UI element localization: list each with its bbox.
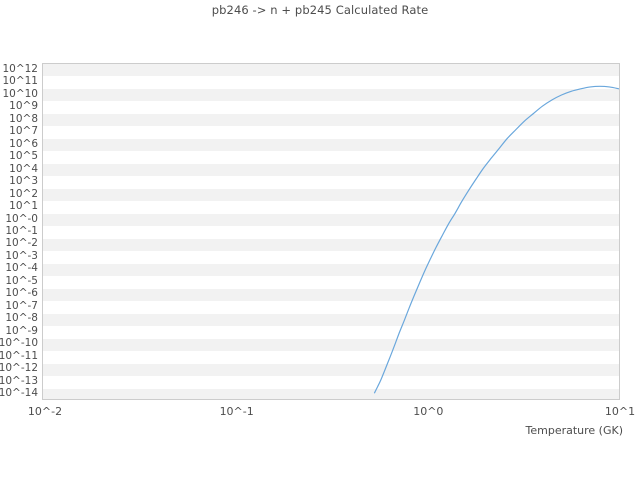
rate-curve-svg xyxy=(373,85,619,394)
y-tick-label: 10^2 xyxy=(9,187,38,200)
y-tick-label: 10^-5 xyxy=(5,274,38,287)
grid-band xyxy=(43,64,619,77)
plot-area xyxy=(42,63,620,400)
grid-band xyxy=(43,113,619,127)
grid-band xyxy=(43,263,619,277)
y-tick-label: 10^-3 xyxy=(5,249,38,262)
y-tick-label: 10^-0 xyxy=(5,212,38,225)
y-tick-label: 10^12 xyxy=(2,62,38,75)
chart-title: pb246 -> n + pb245 Calculated Rate xyxy=(211,3,429,17)
y-tick-label: 10^-13 xyxy=(0,374,38,387)
grid-band xyxy=(43,213,619,227)
y-tick-label: 10^-8 xyxy=(5,312,38,325)
y-tick-label: 10^-2 xyxy=(5,237,38,250)
x-tick-label: 10^-1 xyxy=(219,405,254,418)
y-tick-label: 10^-7 xyxy=(5,299,38,312)
grid-band xyxy=(43,188,619,202)
y-tick-label: 10^-1 xyxy=(5,225,38,237)
y-tick-label: 10^-9 xyxy=(5,324,38,337)
x-tick-label: 10^1 xyxy=(604,405,636,418)
y-tick-label: 10^9 xyxy=(9,100,38,113)
y-tick-label: 10^6 xyxy=(9,137,38,150)
gridline-bands xyxy=(43,64,619,399)
y-tick-label: 10^8 xyxy=(9,112,38,125)
x-tick-label: 10^-2 xyxy=(27,405,63,418)
y-tick-label: 10^-6 xyxy=(5,287,38,300)
grid-band xyxy=(43,313,619,327)
grid-band xyxy=(43,238,619,252)
rate-curve-line xyxy=(373,85,619,394)
y-tick-label: 10^3 xyxy=(9,175,38,188)
x-axis-title: Temperature (GK) xyxy=(525,424,624,437)
y-axis-tick-labels: 10^12 10^11 10^10 10^9 10^8 10^7 10^6 10^5 10^4 1… xyxy=(0,0,42,480)
grid-band xyxy=(43,288,619,302)
y-tick-label: 10^1 xyxy=(9,200,38,213)
grid-band xyxy=(43,363,619,377)
grid-band xyxy=(43,88,619,102)
grid-band xyxy=(43,138,619,152)
y-tick-label: 10^-11 xyxy=(0,349,38,362)
y-tick-label: 10^10 xyxy=(2,87,38,100)
grid-band xyxy=(43,338,619,352)
y-tick-label: 10^-10 xyxy=(0,337,38,350)
y-tick-label: 10^11 xyxy=(2,75,38,88)
grid-band xyxy=(43,388,619,399)
y-tick-label: 10^-4 xyxy=(5,262,38,275)
y-tick-label: 10^4 xyxy=(9,162,38,175)
y-tick-label: 10^-12 xyxy=(0,362,38,375)
y-tick-label: 10^7 xyxy=(9,125,38,138)
x-tick-label: 10^0 xyxy=(413,405,444,418)
y-tick-label: 10^5 xyxy=(9,150,38,163)
y-tick-label: 10^-14 xyxy=(0,387,38,400)
grid-band xyxy=(43,163,619,177)
